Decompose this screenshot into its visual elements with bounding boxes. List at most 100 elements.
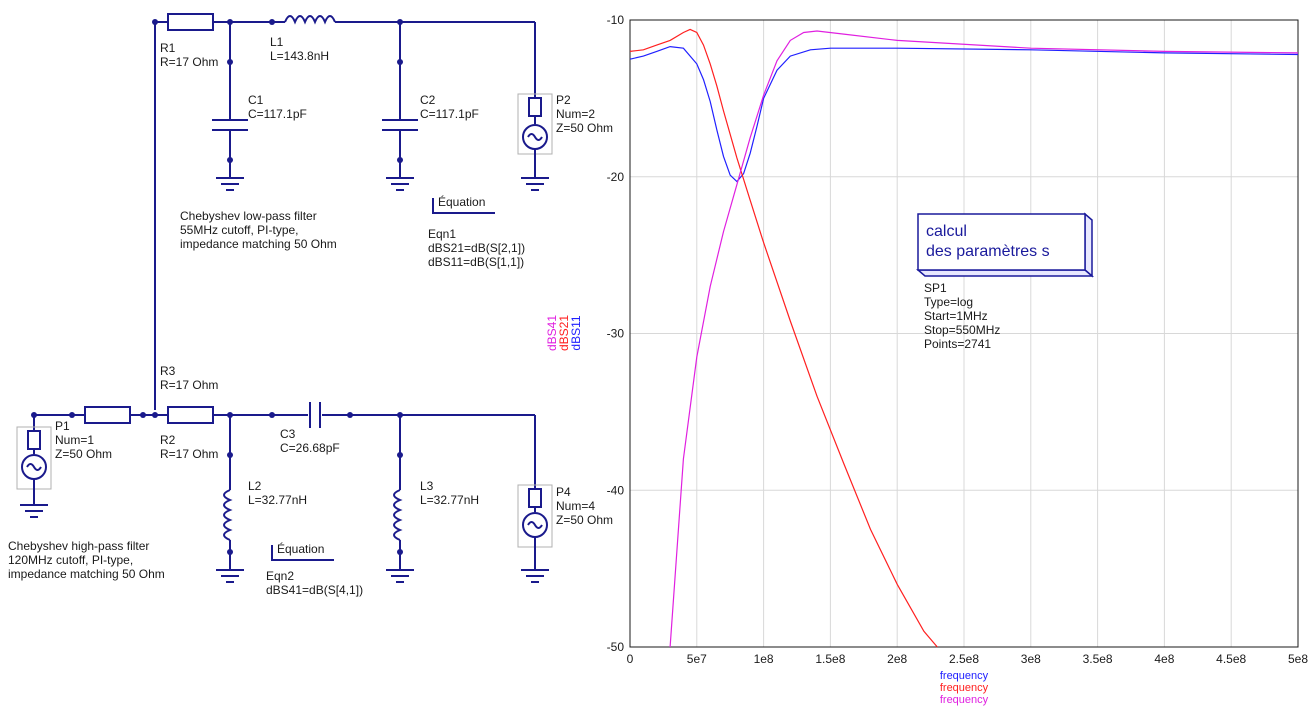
sim-param: Stop=550MHz: [924, 323, 1000, 337]
lowpass-circuit: [152, 13, 553, 410]
series-line-dbs11: [629, 45, 1299, 183]
capacitor-c1[interactable]: [212, 119, 248, 131]
p2-num: Num=2: [556, 107, 595, 121]
c2-value: C=117.1pF: [420, 107, 479, 121]
eqn1-header: Équation: [438, 194, 485, 209]
resistor-r3[interactable]: [84, 406, 131, 424]
l3-name: L3: [420, 479, 434, 493]
y-axis-label: dBS41: [545, 315, 559, 351]
port-p2[interactable]: [517, 93, 553, 155]
sim-param: Start=1MHz: [924, 309, 988, 323]
eqn1-line: dBS11=dB(S[1,1]): [428, 255, 524, 269]
inductor-l3[interactable]: [393, 489, 403, 541]
highpass-note-line: 120MHz cutoff, PI-type,: [8, 553, 133, 567]
y-tick-label: -10: [607, 13, 625, 27]
x-axis-label: frequency: [940, 670, 989, 682]
x-axis-label: frequency: [940, 694, 989, 706]
y-tick-label: -50: [607, 640, 625, 654]
p4-name: P4: [556, 485, 571, 499]
p1-z: Z=50 Ohm: [55, 447, 112, 461]
plot-frame: [629, 19, 1299, 648]
capacitor-c2[interactable]: [382, 119, 418, 131]
sim-box-line: des paramètres s: [926, 243, 1050, 260]
ground-icon: [216, 177, 244, 191]
y-tick-label: -30: [607, 327, 625, 341]
l1-value: L=143.8nH: [270, 49, 329, 63]
p4-num: Num=4: [556, 499, 595, 513]
p4-z: Z=50 Ohm: [556, 513, 613, 527]
p2-z: Z=50 Ohm: [556, 121, 613, 135]
eqn2-name: Eqn2: [266, 569, 294, 583]
ground-icon: [386, 569, 414, 583]
c3-name: C3: [280, 427, 296, 441]
ground-icon: [521, 177, 549, 191]
x-tick-label: 1.5e8: [815, 652, 845, 666]
l2-name: L2: [248, 479, 262, 493]
x-tick-label: 3e8: [1021, 652, 1041, 666]
series-lines: [629, 28, 1299, 648]
x-tick-label: 1e8: [754, 652, 774, 666]
highpass-note-line: Chebyshev high-pass filter: [8, 539, 149, 553]
sim-name: SP1: [924, 281, 947, 295]
ground-icon: [20, 504, 48, 518]
equation-eqn2[interactable]: Équation Eqn2 dBS41=dB(S[4,1]): [266, 541, 363, 597]
eqn2-line: dBS41=dB(S[4,1]): [266, 583, 363, 597]
y-tick-label: -40: [607, 483, 625, 497]
notes: Chebyshev low-pass filter 55MHz cutoff, …: [8, 209, 337, 581]
x-tick-label: 2.5e8: [949, 652, 979, 666]
l2-value: L=32.77nH: [248, 493, 307, 507]
r2-value: R=17 Ohm: [160, 447, 218, 461]
sim-param: Points=2741: [924, 337, 991, 351]
r1-name: R1: [160, 41, 176, 55]
x-axis-label: frequency: [940, 682, 989, 694]
c1-value: C=117.1pF: [248, 107, 307, 121]
equation-eqn1[interactable]: Équation Eqn1 dBS21=dB(S[2,1]) dBS11=dB(…: [428, 194, 525, 269]
r3-name: R3: [160, 364, 176, 378]
x-tick-label: 0: [627, 652, 634, 666]
eqn1-name: Eqn1: [428, 227, 456, 241]
sim-param: Type=log: [924, 295, 973, 309]
resistor-r1[interactable]: [167, 13, 214, 31]
y-axis-label: dBS21: [557, 315, 571, 351]
x-tick-label: 4.5e8: [1216, 652, 1246, 666]
highpass-note-line: impedance matching 50 Ohm: [8, 567, 165, 581]
inductor-l2[interactable]: [223, 489, 233, 541]
eqn2-header: Équation: [277, 541, 324, 556]
s-parameter-chart: 0 5e7 1e8 1.5e8 2e8 2.5e8 3e8 3.5e8 4e8 4.5e8 5e8 …: [545, 13, 1308, 706]
c2-name: C2: [420, 93, 436, 107]
sim-box: [917, 213, 1086, 271]
series-line-dbs41: [669, 30, 1299, 648]
eqn1-line: dBS21=dB(S[2,1]): [428, 241, 525, 255]
x-tick-label: 3.5e8: [1083, 652, 1113, 666]
y-tick-label: -20: [607, 170, 625, 184]
c3-value: C=26.68pF: [280, 441, 340, 455]
r2-name: R2: [160, 433, 176, 447]
c1-name: C1: [248, 93, 264, 107]
inductor-l1[interactable]: [284, 15, 336, 25]
x-tick-label: 2e8: [887, 652, 907, 666]
l3-value: L=32.77nH: [420, 493, 479, 507]
ground-icon: [216, 569, 244, 583]
r1-value: R=17 Ohm: [160, 55, 218, 69]
ground-icon: [521, 569, 549, 583]
y-axis-label: dBS11: [569, 315, 583, 350]
lowpass-note-line: impedance matching 50 Ohm: [180, 237, 337, 251]
p1-name: P1: [55, 419, 70, 433]
component-labels: R1 R=17 Ohm L1 L=143.8nH C1 C=117.1pF C2…: [55, 35, 613, 527]
x-tick-label: 5e8: [1288, 652, 1308, 666]
simulation-sp1[interactable]: calcul des paramètres s SP1 Type=log Sta…: [915, 212, 1095, 351]
y-tick-labels: -10 -20 -30 -40 -50: [607, 13, 625, 654]
highpass-circuit: [16, 402, 553, 583]
resistor-r2[interactable]: [167, 406, 214, 424]
ground-icon: [386, 177, 414, 191]
l1-name: L1: [270, 35, 284, 49]
lowpass-note-line: 55MHz cutoff, PI-type,: [180, 223, 299, 237]
p2-name: P2: [556, 93, 571, 107]
x-tick-label: 4e8: [1154, 652, 1174, 666]
x-tick-labels: 0 5e7 1e8 1.5e8 2e8 2.5e8 3e8 3.5e8 4e8 4.5e8 5e8: [627, 652, 1309, 666]
capacitor-c3[interactable]: [309, 402, 321, 428]
x-tick-label: 5e7: [687, 652, 707, 666]
